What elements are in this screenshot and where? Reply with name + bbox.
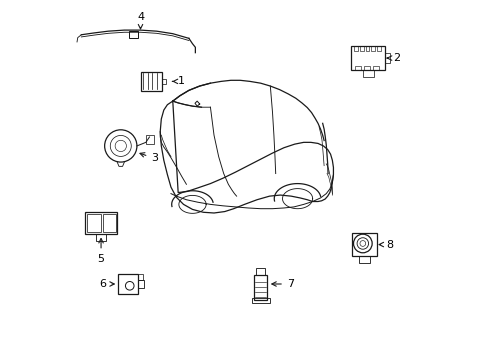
Bar — [376, 46, 380, 51]
Bar — [253, 275, 267, 301]
Bar — [370, 46, 374, 51]
Text: 6: 6 — [99, 279, 114, 289]
Bar — [140, 72, 162, 91]
Bar — [362, 70, 373, 77]
Bar — [251, 298, 269, 303]
Bar — [372, 66, 378, 70]
Bar — [352, 233, 376, 256]
Bar — [118, 274, 138, 294]
Bar — [256, 268, 264, 275]
Bar — [96, 234, 106, 240]
Text: 8: 8 — [378, 239, 392, 249]
Bar — [162, 78, 165, 84]
Bar — [365, 46, 369, 51]
Bar — [359, 46, 363, 51]
Bar — [145, 135, 153, 144]
Bar — [102, 214, 116, 232]
Bar — [129, 31, 137, 38]
Text: 1: 1 — [172, 76, 185, 86]
Text: 3: 3 — [140, 153, 158, 163]
Text: 5: 5 — [98, 239, 104, 264]
Bar — [138, 280, 144, 288]
Bar — [363, 66, 369, 70]
Bar — [359, 256, 369, 263]
Bar — [85, 212, 117, 234]
Bar — [353, 46, 357, 51]
Bar — [350, 46, 385, 70]
Text: 7: 7 — [271, 279, 293, 289]
Bar — [385, 53, 389, 63]
Bar — [354, 66, 361, 70]
Text: 2: 2 — [386, 53, 400, 63]
Bar — [138, 274, 143, 280]
Bar — [87, 214, 101, 232]
Text: 4: 4 — [137, 12, 144, 29]
